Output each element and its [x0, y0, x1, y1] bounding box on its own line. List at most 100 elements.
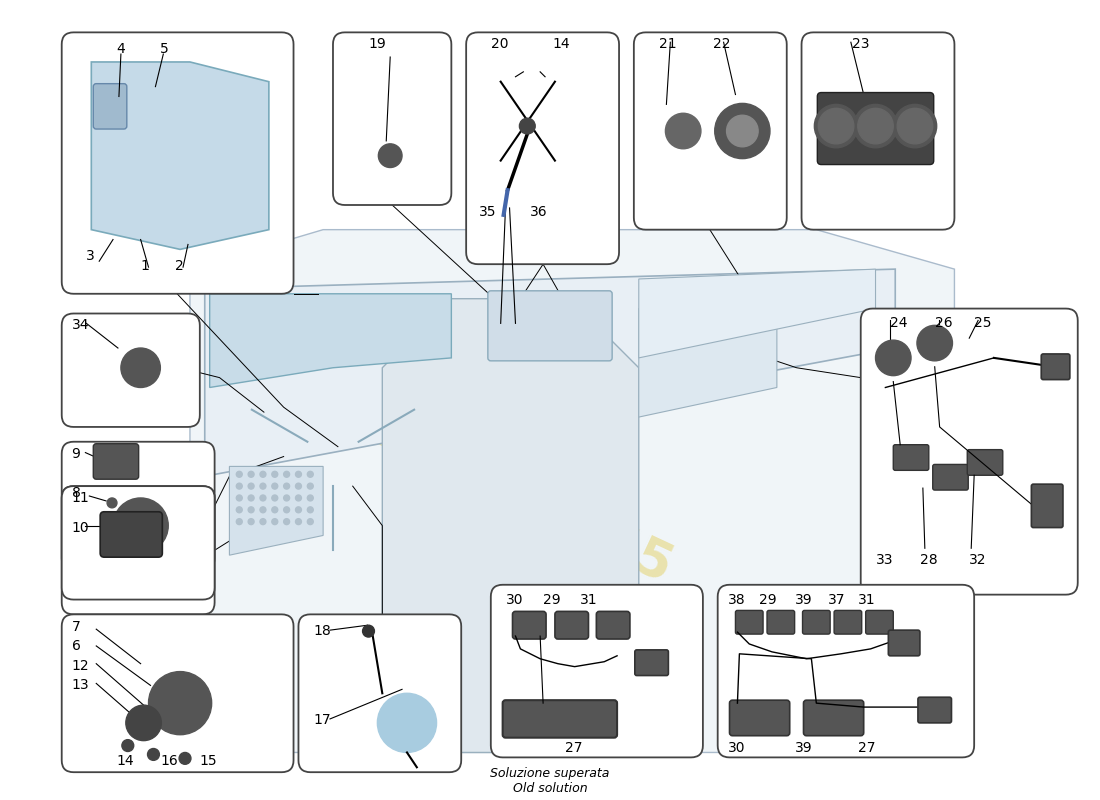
Text: 36: 36 [530, 205, 548, 219]
Text: 302545: 302545 [459, 455, 681, 596]
Circle shape [284, 495, 289, 501]
Polygon shape [91, 62, 268, 250]
FancyBboxPatch shape [933, 465, 968, 490]
Text: 14: 14 [116, 754, 133, 769]
Circle shape [148, 671, 211, 734]
Circle shape [125, 705, 162, 741]
Circle shape [284, 483, 289, 489]
FancyBboxPatch shape [917, 698, 952, 723]
Circle shape [260, 507, 266, 513]
Text: 39: 39 [794, 593, 812, 606]
FancyBboxPatch shape [491, 585, 703, 758]
Circle shape [179, 753, 191, 764]
Circle shape [284, 507, 289, 513]
Circle shape [818, 108, 854, 144]
Text: 18: 18 [314, 624, 331, 638]
Circle shape [107, 498, 117, 508]
Text: 37: 37 [828, 593, 846, 606]
FancyBboxPatch shape [94, 444, 139, 479]
Circle shape [378, 144, 402, 167]
Text: 15: 15 [200, 754, 218, 769]
Circle shape [249, 483, 254, 489]
Text: 27: 27 [564, 741, 582, 754]
Circle shape [113, 498, 168, 554]
Circle shape [236, 518, 242, 525]
Circle shape [260, 471, 266, 478]
Circle shape [296, 483, 301, 489]
Circle shape [284, 471, 289, 478]
FancyBboxPatch shape [94, 84, 126, 129]
Circle shape [814, 104, 858, 148]
Circle shape [236, 507, 242, 513]
Text: 13: 13 [72, 678, 89, 693]
FancyBboxPatch shape [817, 93, 934, 165]
FancyBboxPatch shape [513, 611, 546, 639]
Text: 30: 30 [727, 741, 745, 754]
Circle shape [296, 507, 301, 513]
Text: 21: 21 [659, 38, 676, 51]
Circle shape [519, 118, 536, 134]
Circle shape [260, 483, 266, 489]
Circle shape [122, 740, 134, 751]
FancyBboxPatch shape [488, 291, 612, 361]
FancyBboxPatch shape [803, 700, 864, 736]
Text: 23: 23 [852, 38, 869, 51]
Text: Soluzione superata: Soluzione superata [491, 767, 609, 780]
Circle shape [236, 471, 242, 478]
FancyBboxPatch shape [62, 486, 214, 599]
Text: 29: 29 [759, 593, 777, 606]
Circle shape [893, 104, 937, 148]
Circle shape [363, 626, 374, 637]
FancyBboxPatch shape [802, 32, 955, 230]
Polygon shape [639, 309, 777, 417]
FancyBboxPatch shape [967, 450, 1003, 475]
Text: 11: 11 [72, 491, 89, 505]
Polygon shape [639, 269, 876, 358]
Text: 38: 38 [727, 593, 745, 606]
Text: 35: 35 [478, 205, 496, 219]
Circle shape [272, 471, 277, 478]
FancyBboxPatch shape [866, 610, 893, 634]
FancyBboxPatch shape [554, 611, 588, 639]
Text: 1: 1 [141, 259, 150, 274]
FancyBboxPatch shape [333, 32, 451, 205]
FancyBboxPatch shape [466, 32, 619, 264]
Text: 16: 16 [161, 754, 178, 769]
FancyBboxPatch shape [1032, 484, 1063, 527]
Text: 17: 17 [314, 713, 331, 727]
Circle shape [307, 471, 314, 478]
Circle shape [236, 495, 242, 501]
Circle shape [147, 749, 160, 760]
Text: 29: 29 [543, 593, 561, 606]
Text: 39: 39 [794, 741, 812, 754]
Circle shape [307, 518, 314, 525]
Text: 6: 6 [72, 639, 80, 653]
Circle shape [284, 518, 289, 525]
Text: 31: 31 [858, 593, 876, 606]
Text: 25: 25 [975, 317, 992, 330]
FancyBboxPatch shape [860, 309, 1078, 594]
Polygon shape [190, 230, 955, 753]
Text: 20: 20 [491, 38, 508, 51]
Circle shape [307, 495, 314, 501]
FancyBboxPatch shape [717, 585, 975, 758]
Circle shape [260, 495, 266, 501]
Circle shape [272, 507, 277, 513]
FancyBboxPatch shape [889, 630, 920, 656]
Circle shape [121, 348, 161, 387]
Text: 27: 27 [858, 741, 876, 754]
FancyBboxPatch shape [298, 614, 461, 772]
FancyBboxPatch shape [893, 445, 928, 470]
Circle shape [898, 108, 933, 144]
Circle shape [377, 694, 437, 753]
Circle shape [854, 104, 898, 148]
FancyBboxPatch shape [62, 442, 214, 570]
Circle shape [249, 507, 254, 513]
Circle shape [715, 103, 770, 158]
Circle shape [307, 507, 314, 513]
Circle shape [858, 108, 893, 144]
Text: 30: 30 [506, 593, 524, 606]
FancyBboxPatch shape [634, 32, 786, 230]
Text: 33: 33 [876, 554, 893, 567]
Circle shape [296, 495, 301, 501]
